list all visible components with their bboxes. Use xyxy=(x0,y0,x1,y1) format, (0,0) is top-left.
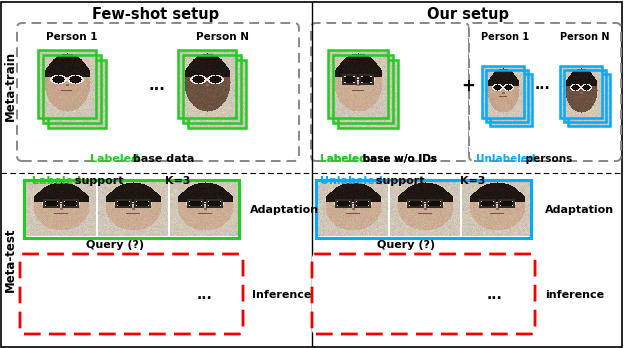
Text: ...: ... xyxy=(149,78,165,93)
FancyBboxPatch shape xyxy=(311,23,469,161)
Text: Query (?): Query (?) xyxy=(377,240,435,250)
Text: base w/o IDs: base w/o IDs xyxy=(359,154,437,164)
Bar xyxy=(188,60,246,128)
Text: Labeled: Labeled xyxy=(320,154,367,164)
Bar xyxy=(48,60,106,128)
Text: Labeled: Labeled xyxy=(90,154,139,164)
Text: ...: ... xyxy=(535,78,551,92)
Bar xyxy=(43,55,101,123)
Bar xyxy=(568,74,610,126)
Text: Person N: Person N xyxy=(560,32,610,42)
Bar xyxy=(482,66,524,118)
Bar xyxy=(178,50,236,118)
Text: support: support xyxy=(71,176,124,186)
Bar xyxy=(564,70,606,122)
FancyBboxPatch shape xyxy=(17,23,299,161)
Bar xyxy=(183,55,241,123)
Text: Labeled: Labeled xyxy=(32,176,81,186)
Text: ...: ... xyxy=(197,288,213,302)
Text: base w/o IDs: base w/o IDs xyxy=(359,154,437,164)
Text: K=3: K=3 xyxy=(460,176,485,186)
Text: Few-shot setup: Few-shot setup xyxy=(92,7,220,22)
Text: Labeled: Labeled xyxy=(320,154,367,164)
Text: persons: persons xyxy=(522,154,572,164)
Text: Person 1: Person 1 xyxy=(481,32,529,42)
Text: support: support xyxy=(372,176,424,186)
Bar xyxy=(24,180,239,238)
Text: K=3: K=3 xyxy=(165,176,190,186)
Text: base data: base data xyxy=(129,154,194,164)
Bar xyxy=(486,70,528,122)
Text: ...: ... xyxy=(486,288,502,302)
Bar xyxy=(490,74,532,126)
Bar xyxy=(316,180,531,238)
Text: Adaptation: Adaptation xyxy=(250,205,319,215)
Text: Person N: Person N xyxy=(195,32,248,42)
Bar xyxy=(328,50,388,118)
Text: Query (?): Query (?) xyxy=(86,240,144,250)
Text: Adaptation: Adaptation xyxy=(545,205,614,215)
FancyBboxPatch shape xyxy=(20,254,243,334)
Text: Meta-train: Meta-train xyxy=(4,51,16,121)
Text: Unlabeled: Unlabeled xyxy=(476,154,535,164)
Text: inference: inference xyxy=(545,290,604,300)
FancyBboxPatch shape xyxy=(312,254,535,334)
Bar xyxy=(560,66,602,118)
Text: Unlabeled: Unlabeled xyxy=(320,176,383,186)
Text: Inference: Inference xyxy=(252,290,311,300)
Bar xyxy=(38,50,96,118)
Bar xyxy=(338,60,398,128)
Text: Meta-test: Meta-test xyxy=(4,228,16,292)
Text: Our setup: Our setup xyxy=(427,7,509,22)
Text: +: + xyxy=(461,77,475,95)
Text: Person 1: Person 1 xyxy=(46,32,98,42)
FancyBboxPatch shape xyxy=(469,23,621,161)
Bar xyxy=(333,55,393,123)
